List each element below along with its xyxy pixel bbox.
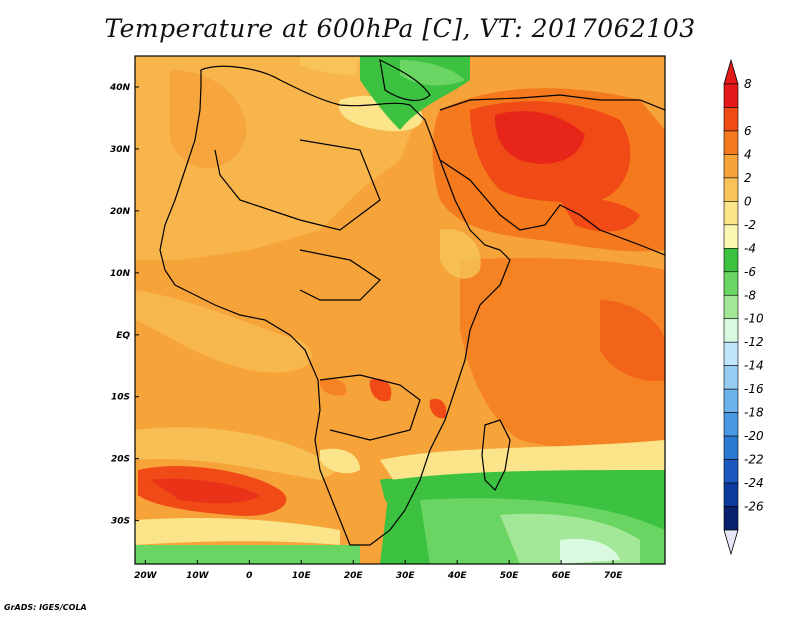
lon-tick-label: 60E bbox=[552, 571, 572, 581]
colorbar-label: -24 bbox=[744, 476, 764, 490]
lon-tick-label: 40E bbox=[447, 571, 468, 581]
colorbar-label: -4 bbox=[744, 241, 756, 255]
colorbar-swatch bbox=[723, 294, 739, 320]
colorbar-label: -22 bbox=[744, 453, 764, 467]
colorbar-label: -10 bbox=[744, 312, 764, 326]
colorbar-bottom-arrow bbox=[723, 529, 739, 556]
colorbar-top-arrow bbox=[723, 58, 739, 85]
lon-tick-label: 50E bbox=[500, 571, 520, 581]
colorbar-swatch bbox=[723, 435, 739, 460]
colorbar-swatch bbox=[723, 365, 739, 390]
lat-tick-label: 20N bbox=[110, 207, 131, 217]
map-title: Temperature at 600hPa [C], VT: 201706210… bbox=[104, 14, 696, 43]
colorbar-label: -14 bbox=[744, 359, 764, 373]
colorbar-swatch bbox=[723, 107, 739, 132]
colorbar-swatch bbox=[723, 341, 739, 366]
lon-tick-label: 30E bbox=[396, 571, 416, 581]
colorbar-swatch bbox=[723, 177, 739, 202]
lon-tick-label: 20E bbox=[344, 571, 364, 581]
footer-credit: GrADS: IGES/COLA bbox=[4, 603, 87, 612]
colorbar-label: -18 bbox=[744, 406, 764, 420]
lat-tick-label: 10S bbox=[111, 393, 130, 403]
colorbar-swatch bbox=[723, 130, 739, 155]
lon-tick-label: 10E bbox=[292, 571, 312, 581]
colorbar-label: -6 bbox=[744, 265, 756, 279]
temperature-field bbox=[135, 56, 665, 564]
colorbar-swatch bbox=[723, 459, 739, 484]
colorbar-label: -26 bbox=[744, 500, 764, 514]
colorbar-swatch bbox=[723, 506, 739, 531]
colorbar-swatch bbox=[723, 271, 739, 296]
colorbar-label: 4 bbox=[744, 147, 752, 161]
plot-frame bbox=[134, 55, 666, 565]
colorbar-swatch bbox=[723, 83, 739, 108]
colorbar-swatch bbox=[723, 388, 739, 413]
lat-tick-label: 30N bbox=[110, 145, 131, 155]
lat-tick-label: 40N bbox=[109, 83, 131, 93]
colorbar-label: -16 bbox=[744, 382, 764, 396]
lon-tick-label: 0 bbox=[246, 571, 252, 581]
lat-tick-label: 30S bbox=[111, 517, 130, 527]
colorbar-label: -2 bbox=[744, 218, 756, 232]
colorbar-swatch bbox=[723, 318, 739, 343]
lon-tick-label: 20W bbox=[134, 571, 158, 581]
colorbar-swatch bbox=[723, 412, 739, 437]
colorbar-label: 6 bbox=[744, 124, 752, 138]
colorbar-swatch bbox=[723, 201, 739, 226]
lat-tick-label: EQ bbox=[116, 331, 130, 341]
longitude-axis: 20W 10W 0 10E 20E 30E 40E 50E 60E 70E bbox=[134, 560, 623, 581]
colorbar-swatch bbox=[723, 482, 739, 507]
latitude-axis: 40N 30N 20N 10N EQ 10S 20S 30S bbox=[109, 83, 139, 527]
colorbar-label: -8 bbox=[744, 288, 756, 302]
colorbar: 8 6 4 2 0 -2 -4 -6 -8 -10 -12 -14 -16 -18 -20 -22 -24 -26 bbox=[723, 58, 764, 556]
coastlines bbox=[159, 58, 665, 546]
lat-tick-label: 10N bbox=[110, 269, 131, 279]
colorbar-label: -12 bbox=[744, 335, 764, 349]
colorbar-swatch bbox=[723, 154, 739, 179]
lat-tick-label: 20S bbox=[111, 455, 130, 465]
colorbar-label: -20 bbox=[744, 429, 764, 443]
colorbar-label: 0 bbox=[744, 194, 752, 208]
lon-tick-label: 10W bbox=[186, 571, 210, 581]
colorbar-label: 8 bbox=[744, 77, 752, 91]
colorbar-label: 2 bbox=[744, 171, 752, 185]
lon-tick-label: 70E bbox=[604, 571, 624, 581]
colorbar-swatch bbox=[723, 248, 739, 273]
colorbar-swatch bbox=[723, 224, 739, 249]
